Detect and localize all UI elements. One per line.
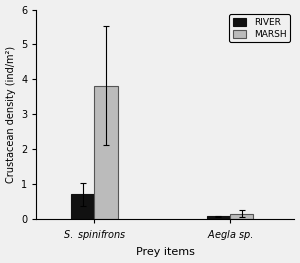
Bar: [207, 216, 230, 219]
Y-axis label: Crustacean density (ind/m²): Crustacean density (ind/m²): [6, 46, 16, 183]
Bar: [94, 85, 118, 219]
Legend: RIVER, MARSH: RIVER, MARSH: [229, 14, 290, 42]
X-axis label: Prey items: Prey items: [136, 247, 195, 257]
Bar: [230, 214, 253, 219]
Bar: [71, 194, 94, 219]
